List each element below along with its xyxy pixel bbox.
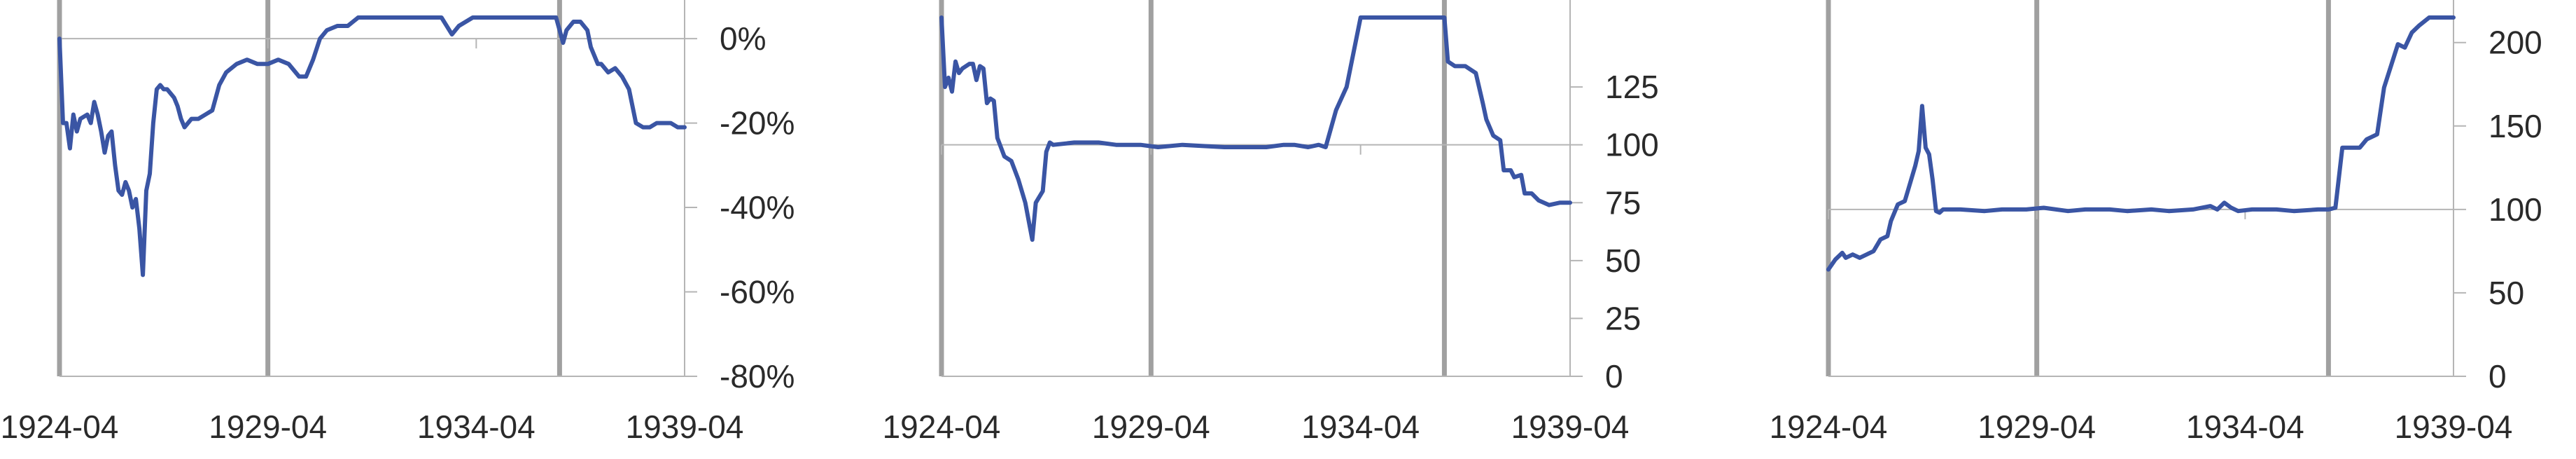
y-tick-label: -80% bbox=[720, 358, 794, 395]
series-line-1 bbox=[1826, 15, 2456, 272]
x-tick-label: 1929-04 bbox=[1092, 409, 1210, 445]
x-tick-label: 1939-04 bbox=[2395, 409, 2513, 445]
y-tick-label: 100 bbox=[1605, 127, 1659, 163]
y-tick-label: 25 bbox=[1605, 300, 1641, 336]
y-tick-label: 100 bbox=[2488, 191, 2542, 228]
y-tick-label: -20% bbox=[720, 105, 794, 142]
y-tick-label: -60% bbox=[720, 274, 794, 310]
x-tick-label: 1934-04 bbox=[2186, 409, 2304, 445]
chart-panel-3: 0 50 100 150 200 1924-04 1929-04 1934-04 1939-04 bbox=[1770, 0, 2542, 445]
y-tick-label: 50 bbox=[2488, 275, 2524, 311]
x-tick-label: 1924-04 bbox=[883, 409, 1001, 445]
x-tick-label: 1939-04 bbox=[1511, 409, 1630, 445]
x-tick-label: 1924-04 bbox=[1, 409, 119, 445]
chart-panel-2: 0 25 50 75 100 125 1924-04 1929-04 1934-04 1939-0… bbox=[883, 0, 1659, 445]
y-tick-label: 150 bbox=[2488, 108, 2542, 144]
y-tick-label: 0% bbox=[720, 20, 766, 57]
y-tick-label: 75 bbox=[1605, 184, 1641, 221]
x-tick-label: 1939-04 bbox=[626, 409, 744, 445]
series-line-1 bbox=[939, 15, 1572, 242]
chart-panel-1: 0% -20% -40% -60% -80% 1924-04 1929-04 1934-04 1… bbox=[1, 0, 794, 445]
y-tick-label: 50 bbox=[1605, 242, 1641, 279]
y-tick-label: 200 bbox=[2488, 25, 2542, 61]
y-tick-label: -40% bbox=[720, 189, 794, 226]
x-tick-label: 1934-04 bbox=[1301, 409, 1420, 445]
y-tick-label: 0 bbox=[1605, 358, 1623, 395]
y-tick-label: 0 bbox=[2488, 358, 2507, 395]
x-tick-label: 1929-04 bbox=[1977, 409, 2096, 445]
x-tick-label: 1924-04 bbox=[1770, 409, 1888, 445]
series-line-1 bbox=[57, 15, 687, 278]
x-tick-label: 1934-04 bbox=[417, 409, 536, 445]
y-tick-label: 125 bbox=[1605, 69, 1659, 105]
x-tick-label: 1929-04 bbox=[209, 409, 327, 445]
